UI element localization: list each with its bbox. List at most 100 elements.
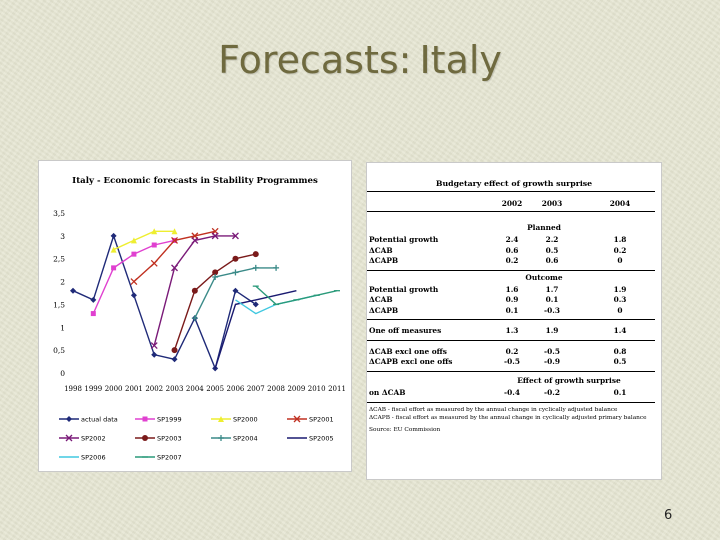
slide-title-part1: Forecasts:: [218, 38, 412, 82]
table-rule: [367, 370, 655, 372]
table-cell: -0.4: [504, 387, 520, 397]
data-point: [191, 287, 198, 294]
table-cell: 1.6: [505, 284, 519, 294]
table-cell: 0.8: [613, 346, 627, 356]
x-tick-label: 2011: [328, 385, 346, 393]
table-cell: 0.2: [613, 245, 627, 255]
slide-title-part2: Italy: [419, 38, 502, 82]
data-point: [90, 311, 96, 317]
y-tick-label: 0,5: [53, 346, 65, 355]
y-tick-label: 3: [60, 232, 65, 241]
table-cell: 1.4: [613, 326, 627, 335]
table-row-label: on ΔCAB: [369, 387, 406, 397]
data-point: [293, 415, 301, 423]
data-point: [142, 435, 148, 441]
table-row-label: ΔCAB: [369, 295, 393, 304]
table-row: ΔCAB excl one offs 0.2 -0.5 0.8: [369, 347, 657, 358]
table-section-header: Planned: [527, 223, 561, 232]
table-cell: -0.5: [544, 346, 560, 356]
data-point: [66, 416, 72, 422]
legend-label: SP2001: [309, 416, 334, 424]
x-tick-label: 2009: [287, 385, 305, 393]
table-cell: -0.5: [504, 357, 520, 366]
data-point: [171, 347, 178, 354]
x-tick-label: 2006: [227, 385, 245, 393]
data-point: [110, 232, 117, 239]
legend-label: SP2005: [309, 435, 334, 443]
data-point: [65, 434, 73, 442]
table-cell: -0.9: [544, 357, 560, 366]
table-year-header: 2002: [501, 199, 523, 208]
x-tick-label: 2002: [145, 385, 163, 393]
data-point: [212, 365, 219, 372]
data-point: [151, 242, 157, 248]
series-line: [113, 230, 175, 251]
table-title: Budgetary effect of growth surprise: [435, 179, 593, 188]
table-row-label: One off measures: [369, 326, 442, 335]
table-row: ΔCAPB excl one offs -0.5 -0.9 0.5: [369, 357, 657, 368]
table-cell: 2.2: [545, 235, 559, 244]
data-point: [70, 287, 76, 294]
x-tick-label: 2003: [166, 385, 184, 393]
y-tick-label: 0: [60, 369, 65, 378]
y-tick-label: 1: [60, 323, 65, 332]
data-point: [130, 237, 137, 244]
table-row: ΔCAPB 0.1 -0.3 0: [369, 306, 657, 317]
table-row: on ΔCAB -0.4 -0.2 0.1: [369, 388, 657, 399]
table-row: Potential growth 2.4 2.2 1.8: [369, 235, 657, 246]
data-point: [110, 246, 117, 253]
data-point: [191, 236, 199, 244]
data-point: [218, 416, 224, 422]
x-tick-label: 2000: [105, 385, 123, 393]
table-cell: 0.1: [505, 305, 519, 315]
legend-label: SP2006: [81, 454, 106, 462]
x-tick-label: 2001: [125, 385, 143, 393]
data-point: [252, 251, 259, 258]
data-point: [232, 255, 239, 262]
table-rule: [367, 269, 655, 271]
data-point: [171, 356, 178, 363]
table-cell: 0.9: [505, 295, 519, 304]
data-point: [232, 287, 239, 294]
x-tick-label: 1999: [84, 385, 102, 393]
table-row: One off measures 1.3 1.9 1.4: [369, 326, 657, 337]
y-tick-label: 2: [60, 278, 65, 287]
table-row: Potential growth 1.6 1.7 1.9: [369, 285, 657, 296]
table-cell: 0.6: [505, 245, 519, 255]
table-rule: [367, 402, 655, 403]
data-point: [232, 232, 239, 240]
table-cell: 0.1: [613, 387, 627, 397]
table-year-header: 2004: [609, 199, 631, 208]
table-section-header: Effect of growth surprise: [517, 375, 621, 385]
data-point: [130, 292, 137, 299]
table-rule: [367, 339, 655, 341]
series-line: [255, 285, 338, 306]
table-cell: 0.2: [505, 256, 519, 265]
table-cell: -0.2: [544, 387, 560, 397]
x-tick-label: 2007: [247, 385, 265, 393]
forecast-chart: Italy - Economic forecasts in Stability …: [53, 176, 346, 462]
x-tick-label: 2008: [267, 385, 285, 393]
table-row-label: ΔCAB: [369, 245, 393, 255]
series-line: [72, 233, 257, 371]
table-cell: 1.7: [545, 284, 559, 294]
x-tick-label: 1998: [64, 385, 82, 393]
data-point: [171, 264, 178, 272]
data-point: [151, 228, 158, 235]
table-cell: 0.3: [613, 295, 627, 304]
legend-label: actual data: [81, 416, 118, 424]
table-cell: -0.3: [544, 305, 560, 315]
table-row-label: ΔCAPB: [369, 256, 399, 265]
legend-label: SP2002: [81, 435, 106, 443]
forecast-chart-panel: Italy - Economic forecasts in Stability …: [38, 160, 352, 472]
data-point: [252, 301, 259, 308]
data-point: [130, 278, 138, 286]
budget-table-panel: Budgetary effect of growth surprise 2002…: [366, 162, 662, 480]
table-rule: [367, 211, 655, 212]
series-line: [214, 290, 297, 369]
table-cell: 2.4: [505, 235, 519, 244]
chart-title: Italy - Economic forecasts in Stability …: [72, 176, 318, 186]
table-row-label: ΔCAPB excl one offs: [369, 357, 453, 366]
table-note: ΔCAPB - fiscal effort as measured by the…: [369, 415, 647, 421]
table-row: ΔCAB 0.9 0.1 0.3: [369, 295, 657, 306]
